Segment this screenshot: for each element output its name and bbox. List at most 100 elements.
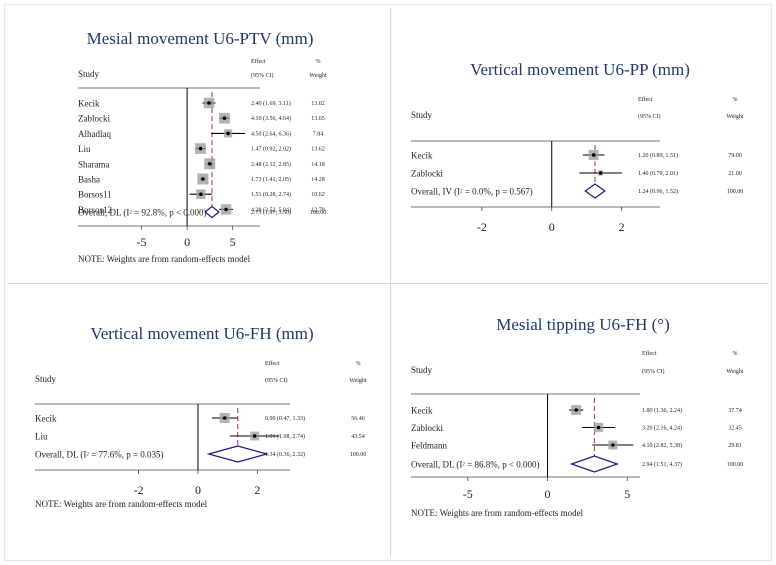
overall-effect-ci: 2.73 (1.97, 3.50) (251, 209, 291, 216)
study-point-estimate (598, 171, 603, 175)
column-header-percent: % (316, 59, 321, 65)
study-label: Sharama (78, 159, 110, 169)
forest-plot-2: Vertical movement U6-PP (mm) Study Effect (… (411, 60, 744, 234)
overall-diamond (584, 183, 606, 199)
overall-weight: 100.00 (350, 452, 367, 458)
study-point-estimate (611, 443, 615, 447)
column-header-percent: % (733, 97, 738, 103)
study-point-estimate (591, 153, 596, 157)
column-header-study: Study (411, 365, 433, 375)
study-point-estimate (207, 101, 211, 105)
column-header-ci: (95% CI) (638, 113, 661, 120)
column-header-effect: Effect (642, 350, 657, 357)
study-label: Alhadlaq (78, 129, 111, 139)
study-effect-ci: 4.50 (2.64, 6.36) (251, 130, 291, 137)
study-effect-ci: 3.20 (2.16, 4.24) (642, 425, 682, 432)
chart-title: Vertical movement U6-PP (mm) (470, 60, 690, 79)
study-weight: 7.84 (313, 131, 324, 137)
study-weight: 56.46 (351, 416, 365, 422)
study-label: Zablocki (411, 423, 443, 433)
overall-effect-ci: 1.34 (0.36, 2.32) (265, 451, 305, 458)
weights-note: NOTE: Weights are from random-effects mo… (78, 254, 251, 264)
column-header-study: Study (35, 374, 57, 384)
study-label: Kecik (78, 99, 100, 109)
study-effect-ci: 1.51 (0.28, 2.74) (251, 191, 291, 198)
x-tick-label: 0 (549, 220, 555, 234)
forest-plot-3: Vertical movement U6-FH (mm) Study Effect (… (35, 324, 367, 509)
study-point-estimate (226, 131, 230, 136)
study-weight: 14.18 (311, 162, 325, 168)
study-weight: 43.54 (351, 434, 365, 440)
weights-note: NOTE: Weights are from random-effects mo… (35, 499, 208, 509)
study-label: Borsos11 (78, 190, 112, 200)
figure-frame (4, 4, 772, 561)
column-header-ci: (95% CI) (251, 72, 274, 79)
column-header-effect: Effect (265, 360, 280, 367)
column-header-weight: Weight (309, 73, 327, 79)
study-label: Liu (35, 432, 48, 442)
x-tick-label: 0 (195, 483, 201, 497)
study-point-estimate (224, 207, 228, 212)
study-label: Zablocki (78, 114, 110, 124)
study-point-estimate (574, 408, 579, 412)
study-weight: 79.00 (728, 153, 742, 159)
column-header-weight: Weight (726, 369, 744, 375)
x-tick-label: -5 (463, 487, 473, 501)
study-label: Borsos12 (78, 205, 112, 215)
overall-label: Overall, DL (I2 = 86.8%, p < 0.000) (411, 460, 540, 470)
study-label: Kecik (411, 151, 433, 161)
overall-diamond (569, 455, 620, 473)
study-effect-ci: 4.10 (3.56, 4.64) (251, 115, 291, 122)
study-point-estimate (222, 116, 227, 120)
study-effect-ci: 1.80 (1.36, 2.24) (642, 407, 682, 414)
study-effect-ci: 1.91 (1.08, 2.74) (265, 433, 305, 440)
x-tick-label: -2 (134, 483, 144, 497)
study-effect-ci: 2.48 (2.12, 2.85) (251, 161, 291, 168)
forest-plot-1: Mesial movement U6-PTV (mm) Study Effect (9… (78, 29, 327, 264)
overall-effect-ci: 2.94 (1.51, 4.37) (642, 461, 682, 468)
study-weight: 37.74 (728, 408, 742, 414)
vertical-divider (390, 8, 391, 557)
forest-plot-4: Mesial tipping U6-FH (°) Study Effect (95% … (411, 315, 744, 518)
x-tick-label: 5 (624, 487, 630, 501)
study-label: Kecik (35, 414, 57, 424)
x-tick-label: -2 (477, 220, 487, 234)
study-weight: 13.65 (311, 116, 325, 122)
study-effect-ci: 2.40 (1.69, 3.11) (251, 100, 291, 107)
column-header-effect: Effect (638, 96, 653, 103)
column-header-ci: (95% CI) (642, 368, 665, 375)
study-point-estimate (201, 177, 205, 181)
column-header-percent: % (356, 361, 361, 367)
overall-weight: 100.00 (727, 462, 744, 468)
study-point-estimate (252, 434, 257, 438)
study-effect-ci: 1.47 (0.92, 2.02) (251, 146, 291, 153)
column-header-percent: % (733, 351, 738, 357)
x-tick-label: 0 (184, 235, 190, 249)
study-effect-ci: 4.28 (3.52, 5.04) (251, 206, 291, 213)
study-point-estimate (198, 146, 203, 151)
study-point-estimate (207, 162, 212, 166)
overall-effect-ci: 1.24 (0.96, 1.52) (638, 188, 678, 195)
study-weight: 21.00 (728, 171, 742, 177)
study-label: Kecik (411, 406, 433, 416)
x-tick-label: -5 (137, 235, 147, 249)
overall-diamond (206, 445, 270, 463)
study-label: Zablocki (411, 169, 443, 179)
study-weight: 12.79 (311, 207, 325, 213)
study-weight: 14.28 (311, 177, 325, 183)
x-tick-label: 2 (254, 483, 260, 497)
study-effect-ci: 1.20 (0.89, 1.51) (638, 152, 678, 159)
study-point-estimate (222, 416, 227, 420)
chart-title: Mesial tipping U6-FH (°) (496, 315, 669, 334)
x-tick-label: 0 (545, 487, 551, 501)
study-label: Liu (78, 144, 91, 154)
study-effect-ci: 1.40 (0.79, 2.01) (638, 170, 678, 177)
overall-label: Overall, DL (I2 = 77.6%, p = 0.035) (35, 450, 164, 460)
column-header-study: Study (411, 110, 433, 120)
overall-weight: 100.00 (310, 210, 327, 216)
chart-title: Mesial movement U6-PTV (mm) (87, 29, 314, 48)
horizontal-divider (8, 283, 768, 284)
column-header-weight: Weight (726, 114, 744, 120)
column-header-ci: (95% CI) (265, 377, 288, 384)
